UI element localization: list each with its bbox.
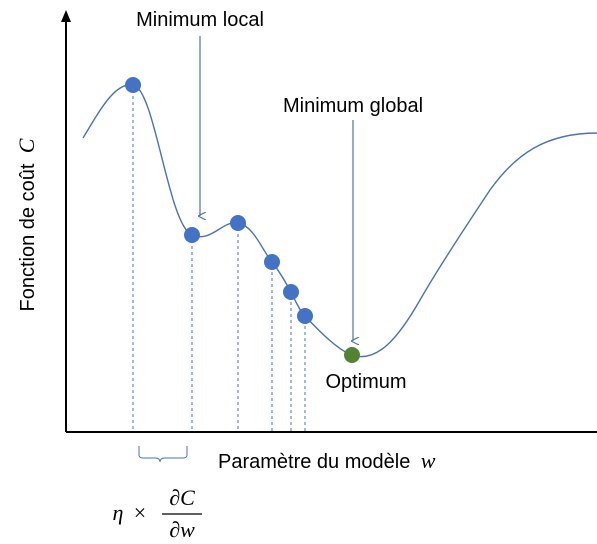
x-axis-label-text: Paramètre du modèle [218, 451, 410, 473]
descent-point [125, 77, 141, 93]
formula-denominator: ∂w [169, 517, 195, 542]
formula-eta: η [113, 500, 124, 525]
descent-point [283, 284, 299, 300]
cost-curve [82, 84, 597, 358]
local-min-label: Minimum local [136, 9, 264, 31]
x-axis-label-symbol: w [421, 448, 436, 473]
global-min-label: Minimum global [283, 95, 423, 117]
descent-point [184, 227, 200, 243]
optimum-point [344, 347, 360, 363]
y-axis-label: Fonction de coût C [14, 138, 39, 311]
y-axis-arrowhead [61, 10, 71, 22]
descent-point [297, 308, 313, 324]
optimum-label: Optimum [325, 371, 406, 393]
formula-numerator: ∂C [169, 485, 195, 510]
y-axis-label-text: Fonction de coût [17, 163, 39, 311]
descent-point [264, 254, 280, 270]
y-axis-label-symbol: C [14, 138, 39, 153]
step-brace [138, 446, 188, 463]
x-axis-label: Paramètre du modèle w [218, 448, 436, 473]
descent-point [230, 215, 246, 231]
formula-times: × [134, 500, 146, 525]
